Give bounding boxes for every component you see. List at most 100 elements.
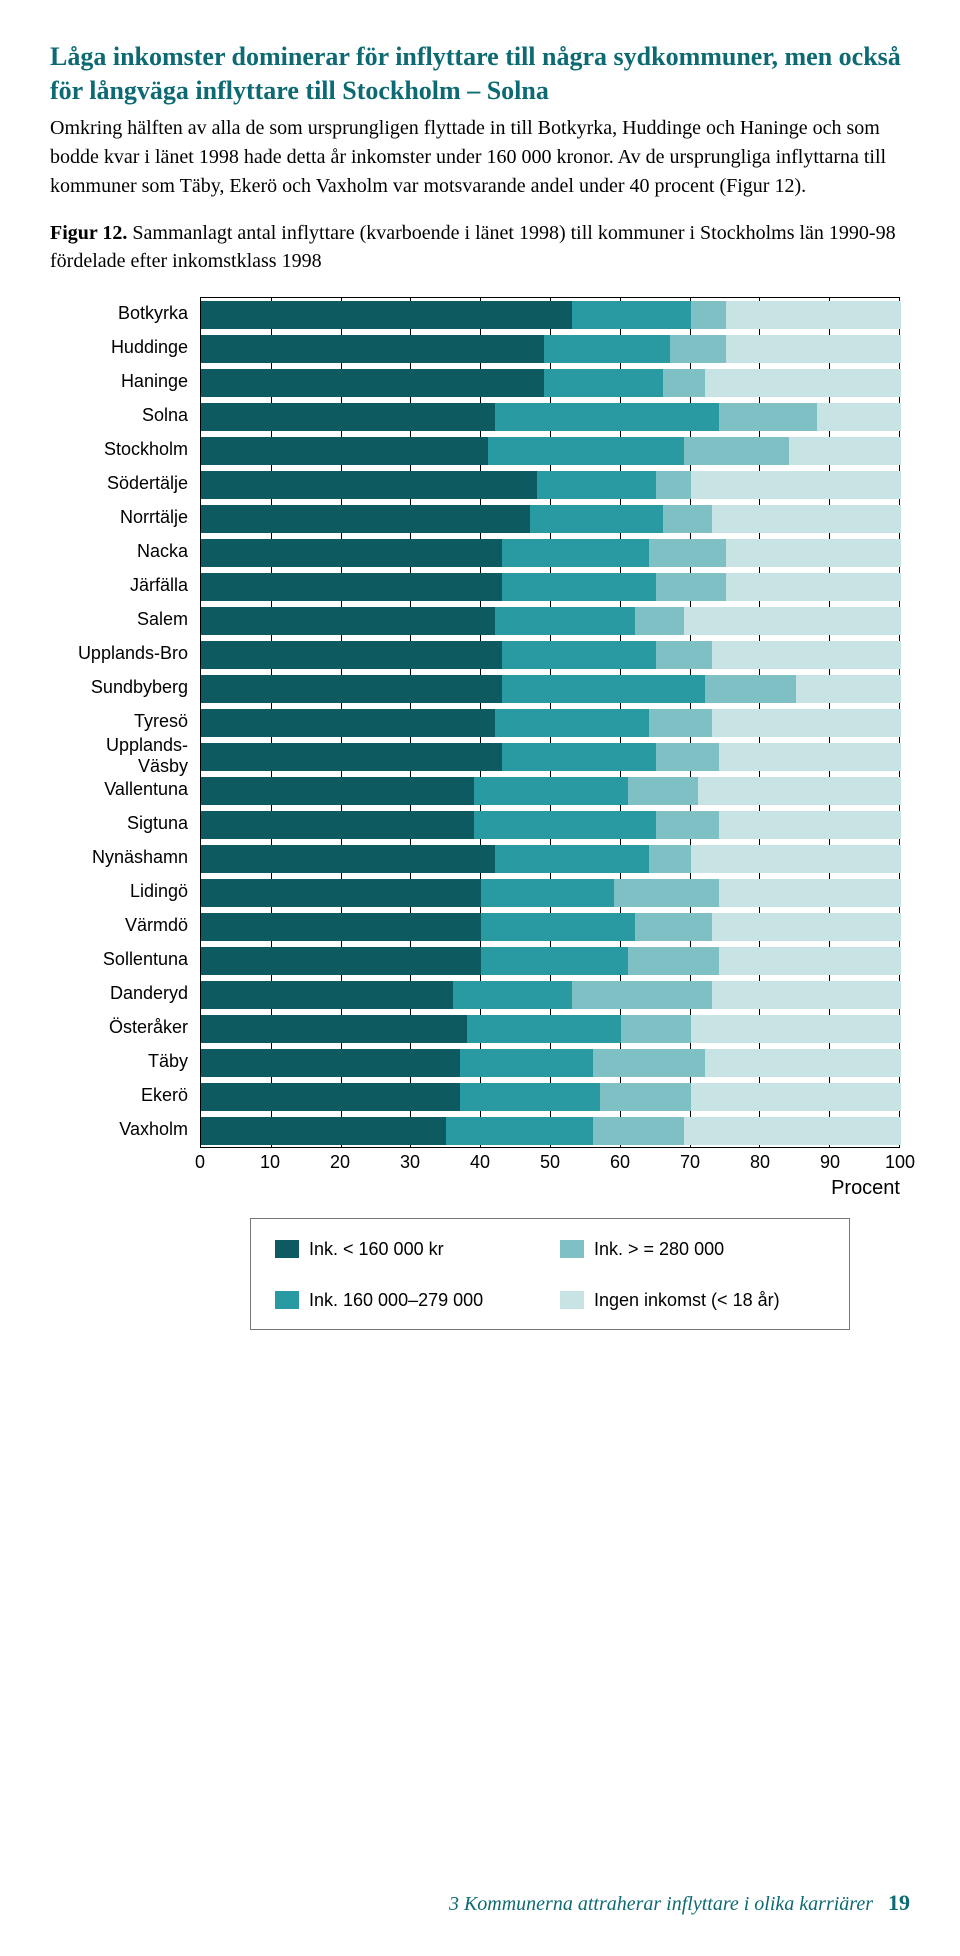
bar-track [201,1015,901,1043]
bar-segment [656,573,726,601]
x-tick: 40 [470,1152,490,1173]
bar-segment [719,879,901,907]
bar-segment [460,1049,593,1077]
bar-segment [201,879,481,907]
bar-track [201,505,901,533]
bar-track [201,539,901,567]
bar-track [201,777,901,805]
row-label: Botkyrka [60,297,200,331]
bar-track [201,811,901,839]
bar-segment [719,947,901,975]
bar-segment [628,777,698,805]
bar-segment [726,335,901,363]
row-label: Sundbyberg [60,671,200,705]
legend-item: Ink. 160 000–279 000 [275,1290,540,1311]
row-label: Haninge [60,365,200,399]
legend-label: Ink. < 160 000 kr [309,1239,444,1260]
bar-track [201,879,901,907]
bar-segment [201,947,481,975]
axis-title: Procent [200,1173,900,1200]
bar-segment [649,845,691,873]
row-label: Sollentuna [60,943,200,977]
legend-label: Ink. 160 000–279 000 [309,1290,483,1311]
bar-segment [621,1015,691,1043]
bar-segment [502,573,656,601]
bar-track [201,369,901,397]
row-label: Järfälla [60,569,200,603]
x-tick: 20 [330,1152,350,1173]
x-tick: 10 [260,1152,280,1173]
bar-segment [656,743,719,771]
bar-track [201,913,901,941]
bar-segment [705,1049,901,1077]
bar-segment [201,403,495,431]
bar-segment [698,777,901,805]
bar-segment [502,743,656,771]
section-heading: Låga inkomster dominerar för inflyttare … [50,40,910,108]
bar-track [201,1117,901,1145]
legend-item: Ink. > = 280 000 [560,1239,825,1260]
legend-label: Ingen inkomst (< 18 år) [594,1290,780,1311]
bar-segment [201,1083,460,1111]
bar-segment [663,369,705,397]
bar-segment [537,471,656,499]
bar-track [201,709,901,737]
figure-caption: Figur 12. Sammanlagt antal inflyttare (k… [50,219,910,275]
legend-swatch [275,1240,299,1258]
bar-segment [712,709,901,737]
bar-segment [201,743,502,771]
row-label: Salem [60,603,200,637]
bar-track [201,641,901,669]
bar-segment [572,301,691,329]
bar-segment [495,845,649,873]
bar-track [201,947,901,975]
bar-segment [201,811,474,839]
bar-track [201,607,901,635]
bar-segment [201,607,495,635]
legend-item: Ink. < 160 000 kr [275,1239,540,1260]
bar-segment [719,403,817,431]
row-label: Ekerö [60,1079,200,1113]
bar-segment [712,913,901,941]
bar-segment [705,369,901,397]
bar-segment [572,981,712,1009]
bar-segment [663,505,712,533]
stacked-bar-chart: BotkyrkaHuddingeHaningeSolnaStockholmSöd… [60,297,910,1330]
bar-segment [684,1117,901,1145]
x-tick: 50 [540,1152,560,1173]
bar-segment [817,403,901,431]
bar-segment [593,1117,684,1145]
row-label: Tyresö [60,705,200,739]
bar-segment [628,947,719,975]
bar-segment [201,981,453,1009]
chart-rows-container: BotkyrkaHuddingeHaningeSolnaStockholmSöd… [60,297,910,1147]
bar-segment [684,607,901,635]
bar-segment [691,1083,901,1111]
bar-track [201,1083,901,1111]
bar-segment [691,471,901,499]
bar-segment [726,539,901,567]
bar-segment [635,913,712,941]
bar-segment [474,811,656,839]
bar-segment [544,335,670,363]
bar-segment [481,913,635,941]
bar-track [201,573,901,601]
row-label: Upplands-Väsby [60,739,200,773]
bar-track [201,301,901,329]
bar-track [201,981,901,1009]
bar-segment [201,301,572,329]
bar-segment [705,675,796,703]
row-label: Upplands-Bro [60,637,200,671]
bar-segment [201,1049,460,1077]
x-tick: 100 [885,1152,915,1173]
bar-segment [712,641,901,669]
bar-segment [789,437,901,465]
bar-segment [201,913,481,941]
bar-segment [600,1083,691,1111]
x-tick: 30 [400,1152,420,1173]
bar-segment [502,641,656,669]
row-label: Österåker [60,1011,200,1045]
x-tick: 60 [610,1152,630,1173]
x-tick: 70 [680,1152,700,1173]
bar-segment [201,777,474,805]
